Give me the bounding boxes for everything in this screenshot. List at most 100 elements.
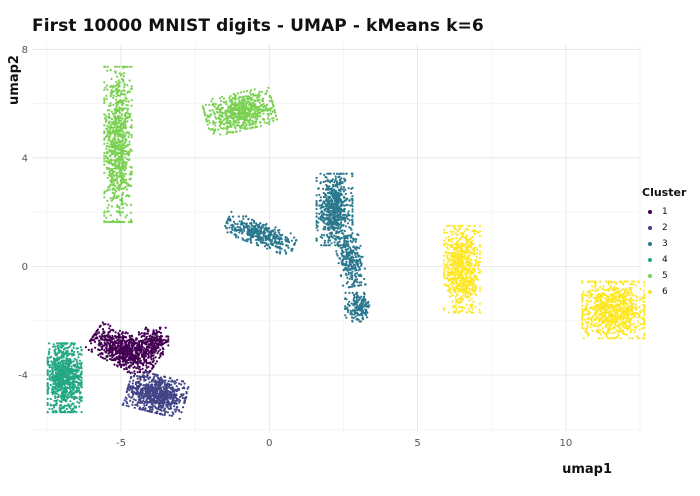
data-point bbox=[355, 302, 358, 305]
data-point bbox=[65, 404, 68, 407]
data-point bbox=[134, 354, 137, 357]
data-point bbox=[350, 260, 353, 263]
data-point bbox=[339, 179, 342, 182]
data-point bbox=[344, 213, 347, 216]
data-point bbox=[353, 303, 356, 306]
data-point bbox=[127, 383, 131, 386]
data-point bbox=[178, 410, 181, 413]
data-point bbox=[129, 399, 132, 402]
data-point bbox=[128, 380, 131, 383]
data-point bbox=[130, 387, 133, 391]
data-point bbox=[293, 242, 297, 245]
data-point bbox=[80, 353, 83, 356]
data-point bbox=[345, 260, 348, 263]
data-point bbox=[348, 219, 351, 222]
data-point bbox=[290, 248, 293, 251]
data-point bbox=[112, 112, 116, 115]
data-point bbox=[335, 231, 338, 234]
data-point bbox=[335, 224, 338, 227]
data-point bbox=[138, 333, 141, 336]
data-point bbox=[326, 188, 329, 191]
data-point bbox=[115, 84, 118, 87]
data-point bbox=[252, 227, 255, 230]
data-point bbox=[111, 145, 114, 148]
data-point bbox=[143, 377, 146, 380]
data-point bbox=[344, 217, 347, 220]
data-point bbox=[354, 240, 357, 243]
data-point bbox=[125, 139, 128, 142]
data-point bbox=[105, 216, 108, 219]
data-point bbox=[343, 229, 346, 233]
data-point bbox=[65, 386, 68, 389]
data-point bbox=[130, 85, 133, 88]
data-point bbox=[122, 79, 125, 82]
data-point bbox=[131, 382, 134, 385]
data-point bbox=[113, 354, 116, 357]
data-point bbox=[315, 215, 318, 218]
data-point bbox=[61, 411, 64, 414]
data-point bbox=[330, 235, 333, 238]
data-point bbox=[124, 202, 127, 205]
data-point bbox=[125, 390, 128, 393]
data-point bbox=[169, 405, 172, 408]
data-point bbox=[350, 187, 353, 190]
data-point bbox=[78, 405, 81, 408]
data-point bbox=[337, 225, 340, 228]
data-point bbox=[110, 141, 113, 144]
data-point bbox=[109, 102, 112, 105]
data-point bbox=[114, 220, 117, 224]
data-point bbox=[350, 272, 353, 275]
data-point bbox=[116, 339, 119, 342]
data-point bbox=[348, 291, 351, 294]
data-point bbox=[114, 347, 117, 351]
data-point bbox=[130, 353, 134, 356]
data-point bbox=[112, 192, 115, 195]
data-point bbox=[51, 393, 54, 396]
data-point bbox=[153, 380, 156, 383]
series-4 bbox=[46, 342, 83, 414]
data-point bbox=[101, 321, 104, 324]
data-point bbox=[144, 343, 147, 346]
data-point bbox=[247, 224, 250, 228]
data-point bbox=[175, 408, 178, 411]
data-point bbox=[144, 340, 147, 343]
data-point bbox=[361, 316, 364, 319]
data-point bbox=[261, 226, 264, 229]
data-point bbox=[59, 384, 62, 387]
data-point bbox=[345, 198, 348, 201]
data-point bbox=[142, 352, 145, 355]
data-point bbox=[168, 385, 171, 388]
data-point bbox=[48, 407, 51, 410]
data-point bbox=[109, 172, 112, 175]
data-point bbox=[61, 360, 64, 363]
data-point bbox=[319, 172, 322, 175]
data-point bbox=[337, 176, 340, 179]
data-point bbox=[349, 234, 352, 237]
data-point bbox=[116, 124, 119, 127]
data-point bbox=[343, 210, 346, 213]
data-point bbox=[131, 371, 134, 374]
data-point bbox=[336, 186, 339, 189]
data-point bbox=[106, 334, 109, 338]
data-point bbox=[259, 238, 262, 241]
data-point bbox=[343, 180, 346, 183]
data-point bbox=[119, 183, 122, 186]
data-point bbox=[146, 328, 149, 331]
data-point bbox=[344, 297, 347, 300]
data-point bbox=[63, 379, 66, 382]
data-point bbox=[153, 336, 156, 339]
data-point bbox=[118, 148, 121, 151]
data-point bbox=[346, 237, 349, 240]
data-point bbox=[110, 149, 114, 152]
data-point bbox=[179, 395, 182, 399]
data-point bbox=[143, 400, 146, 403]
data-point bbox=[233, 229, 236, 232]
data-point bbox=[323, 241, 326, 244]
data-point bbox=[344, 307, 347, 310]
data-point bbox=[104, 86, 107, 89]
data-point bbox=[104, 357, 107, 360]
data-point bbox=[113, 159, 116, 162]
data-point bbox=[132, 366, 135, 369]
data-point bbox=[66, 342, 69, 345]
data-point bbox=[178, 399, 182, 402]
